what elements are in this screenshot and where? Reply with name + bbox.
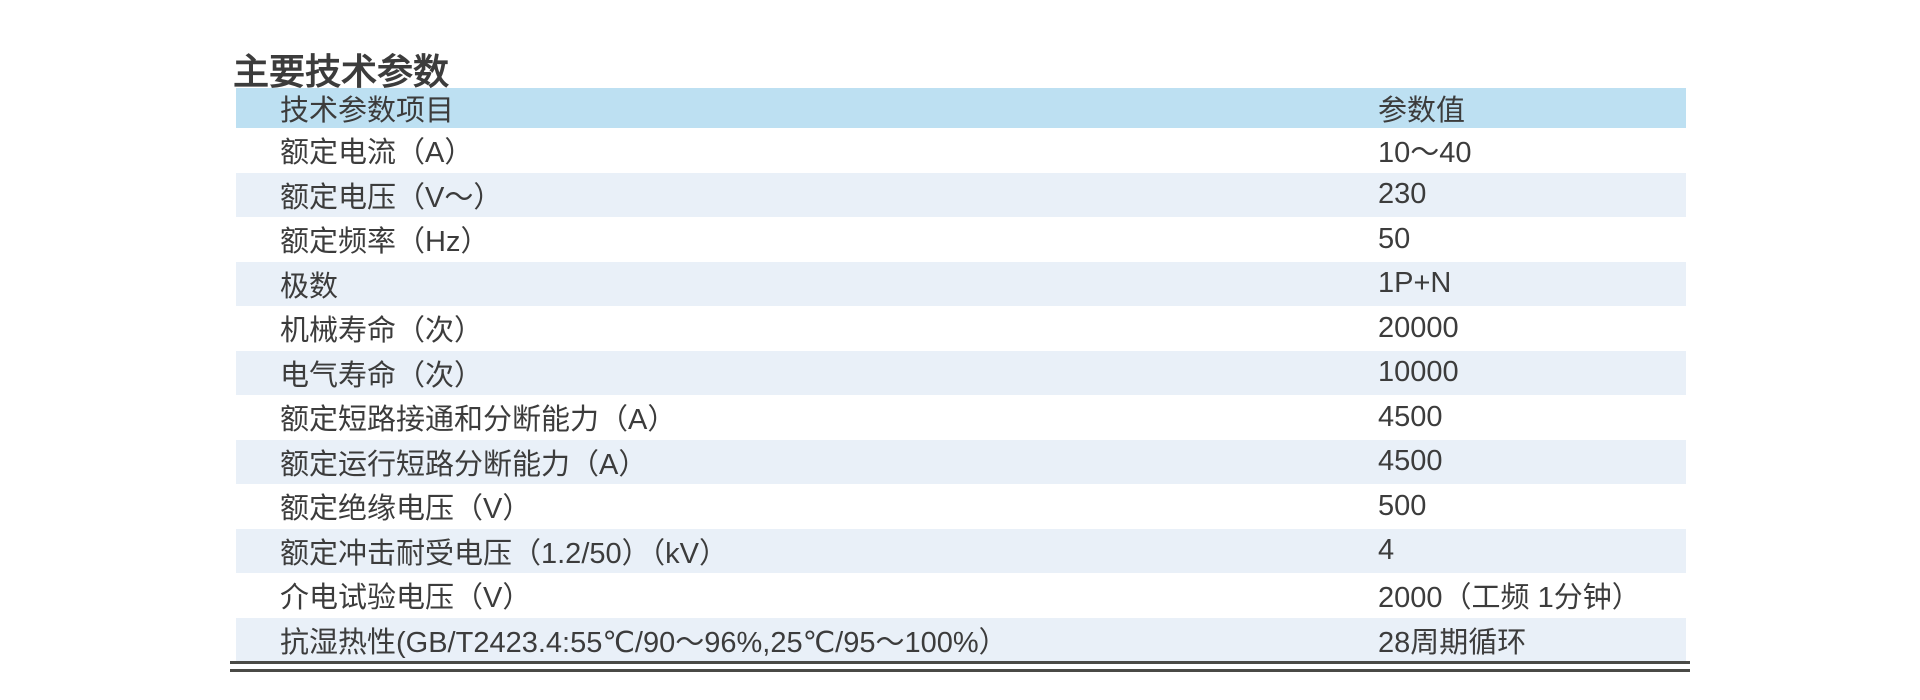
table-row: 额定冲击耐受电压（1.2/50）（kV） 4 bbox=[236, 528, 1686, 573]
param-name-cell: 额定电流（A） bbox=[280, 137, 474, 170]
table-row: 额定电流（A） 10～40 bbox=[236, 128, 1686, 173]
param-name-cell: 抗湿热性(GB/T2423.4:55℃/90～96%,25℃/95～100%） bbox=[280, 626, 1008, 659]
param-name-cell: 机械寿命（次） bbox=[280, 315, 484, 348]
param-value-cell: 2000（工频 1分钟） bbox=[1378, 582, 1641, 615]
param-value-cell: 28周期循环 bbox=[1378, 626, 1527, 659]
param-value-cell: 230 bbox=[1378, 178, 1427, 211]
param-name-cell: 电气寿命（次） bbox=[280, 359, 484, 392]
column-header-value: 参数值 bbox=[1378, 95, 1466, 127]
param-name-cell: 额定绝缘电压（V） bbox=[280, 493, 532, 526]
param-value-cell: 10～40 bbox=[1378, 137, 1472, 170]
rule-line-bottom bbox=[230, 669, 1690, 672]
param-value-cell: 4500 bbox=[1378, 445, 1443, 478]
table-row: 极数 1P+N bbox=[236, 261, 1686, 306]
param-value-cell: 10000 bbox=[1378, 356, 1459, 389]
param-name-cell: 额定冲击耐受电压（1.2/50）（kV） bbox=[280, 537, 728, 570]
table-row: 抗湿热性(GB/T2423.4:55℃/90～96%,25℃/95～100%） 2… bbox=[236, 617, 1686, 662]
param-name-cell: 额定短路接通和分断能力（A） bbox=[280, 404, 677, 437]
param-value-cell: 500 bbox=[1378, 489, 1427, 522]
param-name-cell: 额定运行短路分断能力（A） bbox=[280, 448, 648, 481]
param-value-cell: 20000 bbox=[1378, 311, 1459, 344]
page-title: 主要技术参数 bbox=[233, 51, 450, 93]
table-row: 额定短路接通和分断能力（A） 4500 bbox=[236, 395, 1686, 440]
table-row: 机械寿命（次） 20000 bbox=[236, 306, 1686, 351]
spec-table: 技术参数项目 参数值 额定电流（A） 10～40 额定电压（V～） 230 额定频率（H… bbox=[236, 88, 1686, 662]
table-row: 额定绝缘电压（V） 500 bbox=[236, 484, 1686, 529]
table-header-row: 技术参数项目 参数值 bbox=[236, 88, 1686, 128]
param-value-cell: 4 bbox=[1378, 534, 1395, 567]
param-value-cell: 50 bbox=[1378, 222, 1411, 255]
param-name-cell: 额定频率（Hz） bbox=[280, 226, 490, 259]
table-row: 额定电压（V～） 230 bbox=[236, 172, 1686, 217]
table-bottom-double-rule bbox=[230, 661, 1690, 672]
column-header-param: 技术参数项目 bbox=[280, 95, 455, 127]
table-row: 额定频率（Hz） 50 bbox=[236, 217, 1686, 262]
param-name-cell: 额定电压（V～） bbox=[280, 181, 503, 214]
param-name-cell: 介电试验电压（V） bbox=[280, 582, 532, 615]
table-row: 额定运行短路分断能力（A） 4500 bbox=[236, 439, 1686, 484]
param-value-cell: 4500 bbox=[1378, 400, 1443, 433]
rule-line-top bbox=[230, 661, 1690, 664]
table-row: 介电试验电压（V） 2000（工频 1分钟） bbox=[236, 573, 1686, 618]
table-row: 电气寿命（次） 10000 bbox=[236, 350, 1686, 395]
param-name-cell: 极数 bbox=[280, 270, 339, 303]
param-value-cell: 1P+N bbox=[1378, 267, 1452, 300]
table-body: 额定电流（A） 10～40 额定电压（V～） 230 额定频率（Hz） 50 极数 1P+N 机… bbox=[236, 128, 1686, 662]
